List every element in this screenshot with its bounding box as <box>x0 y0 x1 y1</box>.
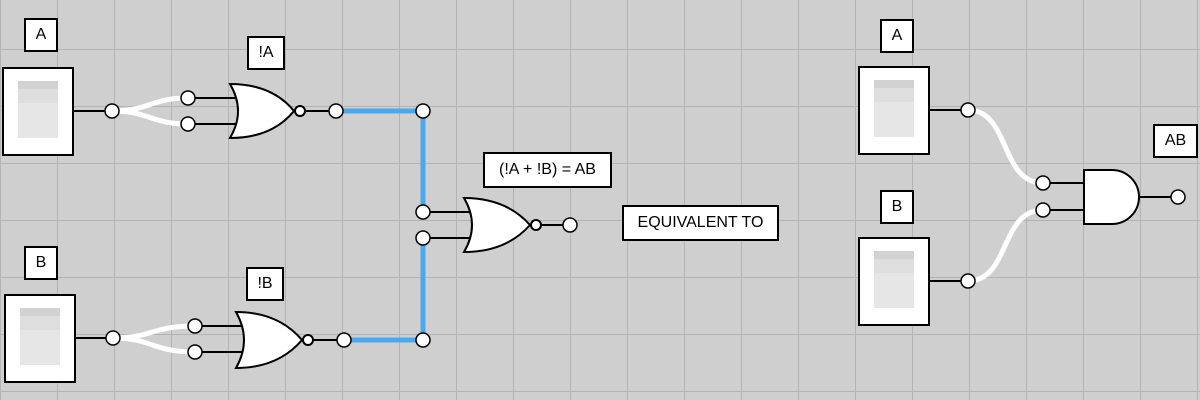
pin-nor-a-in1[interactable] <box>180 90 196 106</box>
pin-junction-bottom[interactable] <box>415 332 431 348</box>
switch-slot <box>20 308 60 365</box>
pin-nor-b-in1[interactable] <box>187 318 203 334</box>
pin-r-and-in1[interactable] <box>1035 175 1051 191</box>
pin-nor-b-in2[interactable] <box>187 344 203 360</box>
pin-final-nor-in1[interactable] <box>415 204 431 220</box>
label-equivalent-to: EQUIVALENT TO <box>622 205 779 241</box>
pin-switch-a-out[interactable] <box>104 103 120 119</box>
wire-r-b-to-and <box>967 207 1044 284</box>
wire-active-not-a <box>336 108 426 212</box>
switch-slot <box>874 251 914 308</box>
pin-r-and-in2[interactable] <box>1035 202 1051 218</box>
nor-gate-b[interactable] <box>234 310 314 370</box>
pin-r-and-out[interactable] <box>1170 189 1186 205</box>
label-input-a: A <box>24 18 58 52</box>
label-right-input-b: B <box>880 190 914 224</box>
pin-r-switch-a-out[interactable] <box>960 102 976 118</box>
label-right-input-a: A <box>880 19 914 53</box>
label-not-b: !B <box>246 267 284 301</box>
wire-r-a-to-and <box>967 107 1044 186</box>
label-not-a: !A <box>247 36 285 70</box>
pin-junction-top[interactable] <box>415 103 431 119</box>
label-output-ab: AB <box>1153 124 1198 158</box>
pin-switch-b-out[interactable] <box>105 330 121 346</box>
pin-final-nor-out[interactable] <box>562 217 578 233</box>
switch-input-a[interactable] <box>2 67 74 156</box>
pin-nor-a-out[interactable] <box>328 103 344 119</box>
wire-active-not-b <box>344 238 426 343</box>
pin-nor-a-in2[interactable] <box>180 116 196 132</box>
label-expression: (!A + !B) = AB <box>483 152 612 188</box>
switch-right-input-a[interactable] <box>858 66 930 155</box>
pin-r-switch-b-out[interactable] <box>960 273 976 289</box>
nor-gate-a[interactable] <box>228 82 306 140</box>
label-input-b: B <box>24 246 58 280</box>
switch-slot <box>18 81 58 138</box>
switch-slot <box>874 80 914 137</box>
pin-final-nor-in2[interactable] <box>415 230 431 246</box>
pin-nor-b-out[interactable] <box>336 332 352 348</box>
switch-right-input-b[interactable] <box>858 237 930 326</box>
wire-split-a <box>111 95 189 127</box>
and-gate[interactable] <box>1083 169 1140 225</box>
nor-gate-final[interactable] <box>462 196 542 254</box>
wire-split-b <box>112 323 196 355</box>
switch-input-b[interactable] <box>4 294 76 383</box>
